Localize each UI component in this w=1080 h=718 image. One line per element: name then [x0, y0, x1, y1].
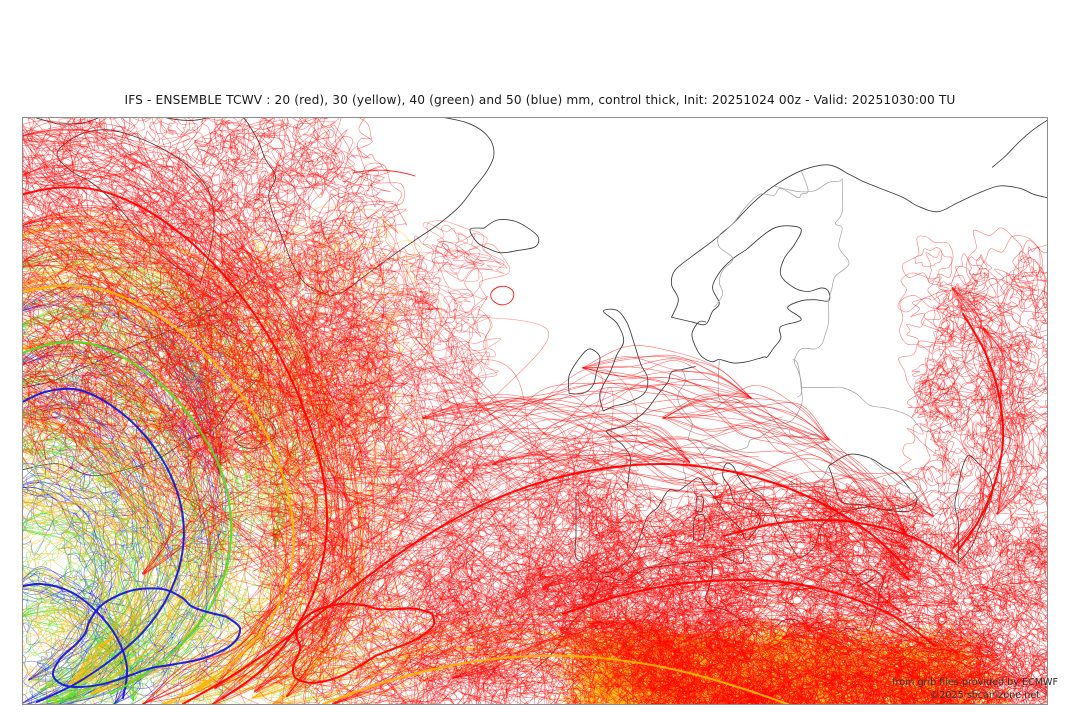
map-panel[interactable]: [22, 117, 1048, 705]
page-title: IFS - ENSEMBLE TCWV : 20 (red), 30 (yell…: [0, 93, 1080, 107]
map-canvas[interactable]: [23, 118, 1047, 704]
